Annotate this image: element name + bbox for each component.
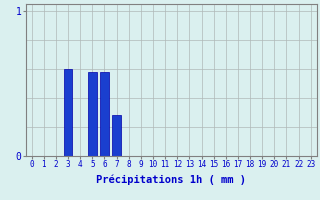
Bar (112, 115, 121, 156)
Bar (100, 72, 109, 156)
Bar (88, 72, 97, 156)
X-axis label: Précipitations 1h ( mm ): Précipitations 1h ( mm ) (96, 175, 246, 185)
Bar (64, 69, 72, 156)
